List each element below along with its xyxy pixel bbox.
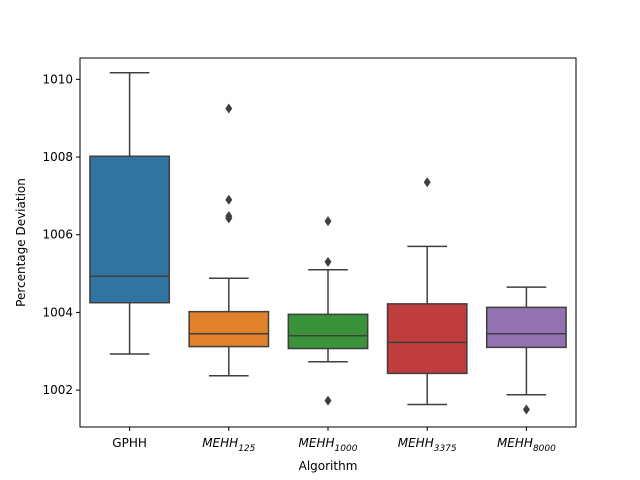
outlier-point: [225, 211, 233, 222]
box-group-1: [89, 72, 171, 355]
y-axis-label: Percentage Deviation: [14, 178, 28, 307]
x-tick-label: MEHH8000: [497, 436, 556, 454]
x-tick-label: MEHH1000: [299, 436, 358, 454]
y-tick-label: 1008: [42, 150, 73, 164]
y-tick-label: 1004: [42, 305, 73, 319]
box-group-4: [386, 177, 468, 406]
outlier-point: [423, 177, 431, 188]
box-group-2: [188, 103, 270, 377]
y-tick-label: 1010: [42, 72, 73, 86]
outlier-point: [324, 256, 332, 267]
iqr-box: [188, 310, 270, 348]
y-tick-label: 1002: [42, 383, 73, 397]
box-group-5: [485, 286, 567, 415]
x-axis-label: Algorithm: [299, 459, 358, 473]
y-axis: 1002 1004 1006 1008 1010: [42, 72, 80, 397]
plot-marks: [89, 72, 567, 415]
outlier-point: [225, 103, 233, 114]
x-axis: GPHH MEHH125 MEHH1000 MEHH3375 MEHH8000: [112, 427, 556, 454]
box-group-3: [287, 216, 369, 406]
outlier-point: [225, 194, 233, 205]
x-tick-label: GPHH: [112, 436, 147, 450]
iqr-box: [287, 313, 369, 350]
x-tick-label: MEHH3375: [398, 436, 457, 454]
outlier-point: [522, 404, 530, 415]
outlier-point: [324, 395, 332, 406]
iqr-box: [89, 155, 171, 304]
x-tick-label: MEHH125: [202, 436, 255, 454]
iqr-box: [386, 303, 468, 375]
iqr-box: [485, 306, 567, 349]
y-tick-label: 1006: [42, 228, 73, 242]
outlier-point: [324, 216, 332, 227]
